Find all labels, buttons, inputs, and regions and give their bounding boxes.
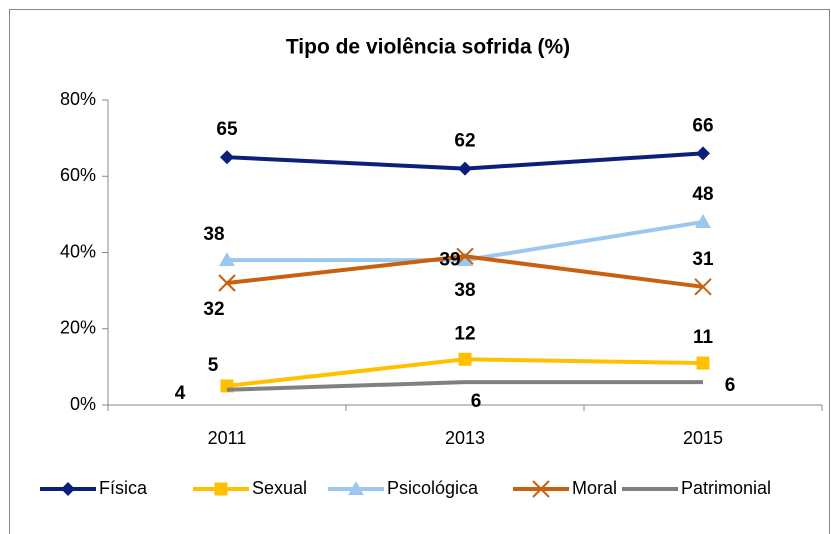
x-tick-label: 2013 [445, 428, 485, 448]
chart-border [9, 9, 830, 534]
data-label: 62 [454, 131, 475, 152]
y-tick-label: 60% [60, 165, 96, 185]
data-label: 6 [725, 375, 736, 396]
data-label: 66 [692, 115, 713, 136]
legend-marker [532, 480, 550, 498]
legend-label: Física [99, 478, 148, 498]
data-label: 38 [203, 224, 224, 245]
chart-title: Tipo de violência sofrida (%) [286, 36, 570, 59]
data-label: 6 [471, 391, 482, 412]
data-point [695, 214, 711, 228]
data-label: 65 [216, 119, 238, 140]
legend-label: Moral [572, 478, 617, 498]
legend-label: Sexual [252, 478, 307, 498]
data-point [219, 252, 235, 267]
data-label: 32 [203, 299, 224, 320]
data-label: 5 [208, 355, 219, 376]
data-label: 48 [692, 184, 713, 205]
data-label: 38 [454, 280, 475, 301]
data-label: 31 [692, 249, 714, 270]
data-point [218, 274, 236, 292]
data-label: 12 [454, 323, 475, 344]
y-tick-label: 0% [70, 394, 96, 414]
y-tick-label: 40% [60, 241, 96, 261]
data-point [456, 247, 474, 266]
y-tick-label: 80% [60, 89, 96, 109]
data-point [457, 252, 473, 267]
data-point [696, 356, 710, 370]
legend-marker [348, 481, 364, 495]
data-point [696, 146, 710, 161]
y-tick-label: 20% [60, 318, 96, 338]
data-point [694, 278, 712, 296]
legend-marker [61, 482, 75, 496]
x-tick-label: 2015 [683, 428, 723, 448]
data-label: 39 [439, 249, 460, 270]
legend-label: Patrimonial [681, 478, 771, 498]
data-point [220, 150, 234, 165]
legend-marker [214, 482, 228, 496]
data-label: 4 [175, 383, 186, 404]
data-label: 11 [693, 327, 714, 348]
x-tick-label: 2011 [208, 428, 247, 448]
data-point [458, 161, 472, 176]
legend-label: Psicológica [387, 478, 479, 498]
series-line [226, 380, 703, 392]
data-point [458, 352, 472, 366]
